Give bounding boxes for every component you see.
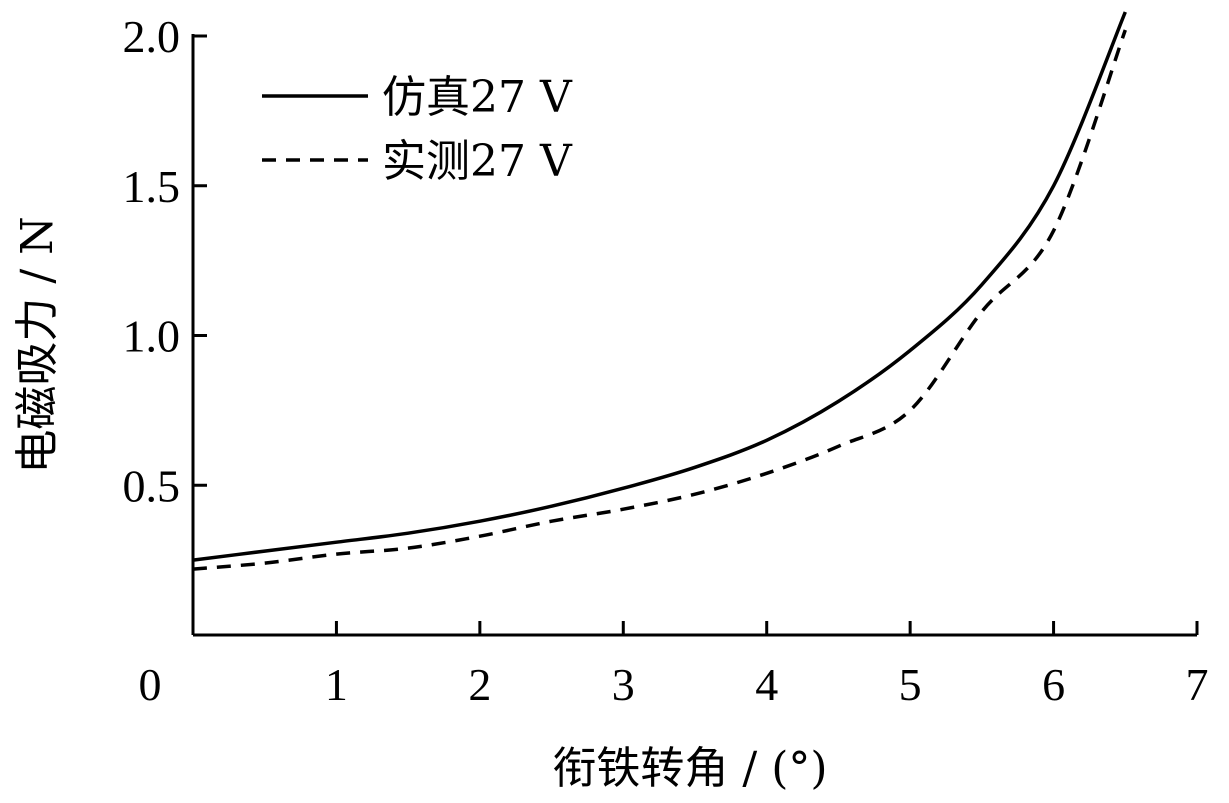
x-tick-label: 6 xyxy=(1042,659,1065,710)
legend-label: 仿真27 V xyxy=(382,72,573,123)
y-tick-label: 0.5 xyxy=(123,460,181,511)
x-tick-label: 3 xyxy=(612,659,635,710)
x-axis-title: 衔铁转角 / (°) xyxy=(552,743,827,794)
series-layer xyxy=(192,11,1127,571)
x-tick-label: 1 xyxy=(325,659,348,710)
y-ticks: 0.5 1.0 1.5 2.0 xyxy=(123,11,207,511)
x-tick-label: 2 xyxy=(468,659,491,710)
x-tick-label: 5 xyxy=(899,659,922,710)
y-tick-label: 2.0 xyxy=(123,11,181,62)
y-tick-label: 1.0 xyxy=(123,311,181,362)
axes xyxy=(191,34,1197,637)
x-tick-label: 7 xyxy=(1186,659,1209,710)
x-tick-label: 0 xyxy=(139,659,162,710)
legend-label: 实测27 V xyxy=(382,136,573,187)
legend: 仿真27 V 实测27 V xyxy=(262,72,573,187)
y-tick-label: 1.5 xyxy=(123,161,181,212)
y-axis-title: 电磁吸力 / N xyxy=(12,216,63,473)
x-ticks: 0 1 2 3 4 5 6 7 xyxy=(139,621,1209,710)
x-tick-label: 4 xyxy=(755,659,778,710)
series-line-measured xyxy=(192,29,1127,571)
series-line-simulated xyxy=(192,11,1127,562)
